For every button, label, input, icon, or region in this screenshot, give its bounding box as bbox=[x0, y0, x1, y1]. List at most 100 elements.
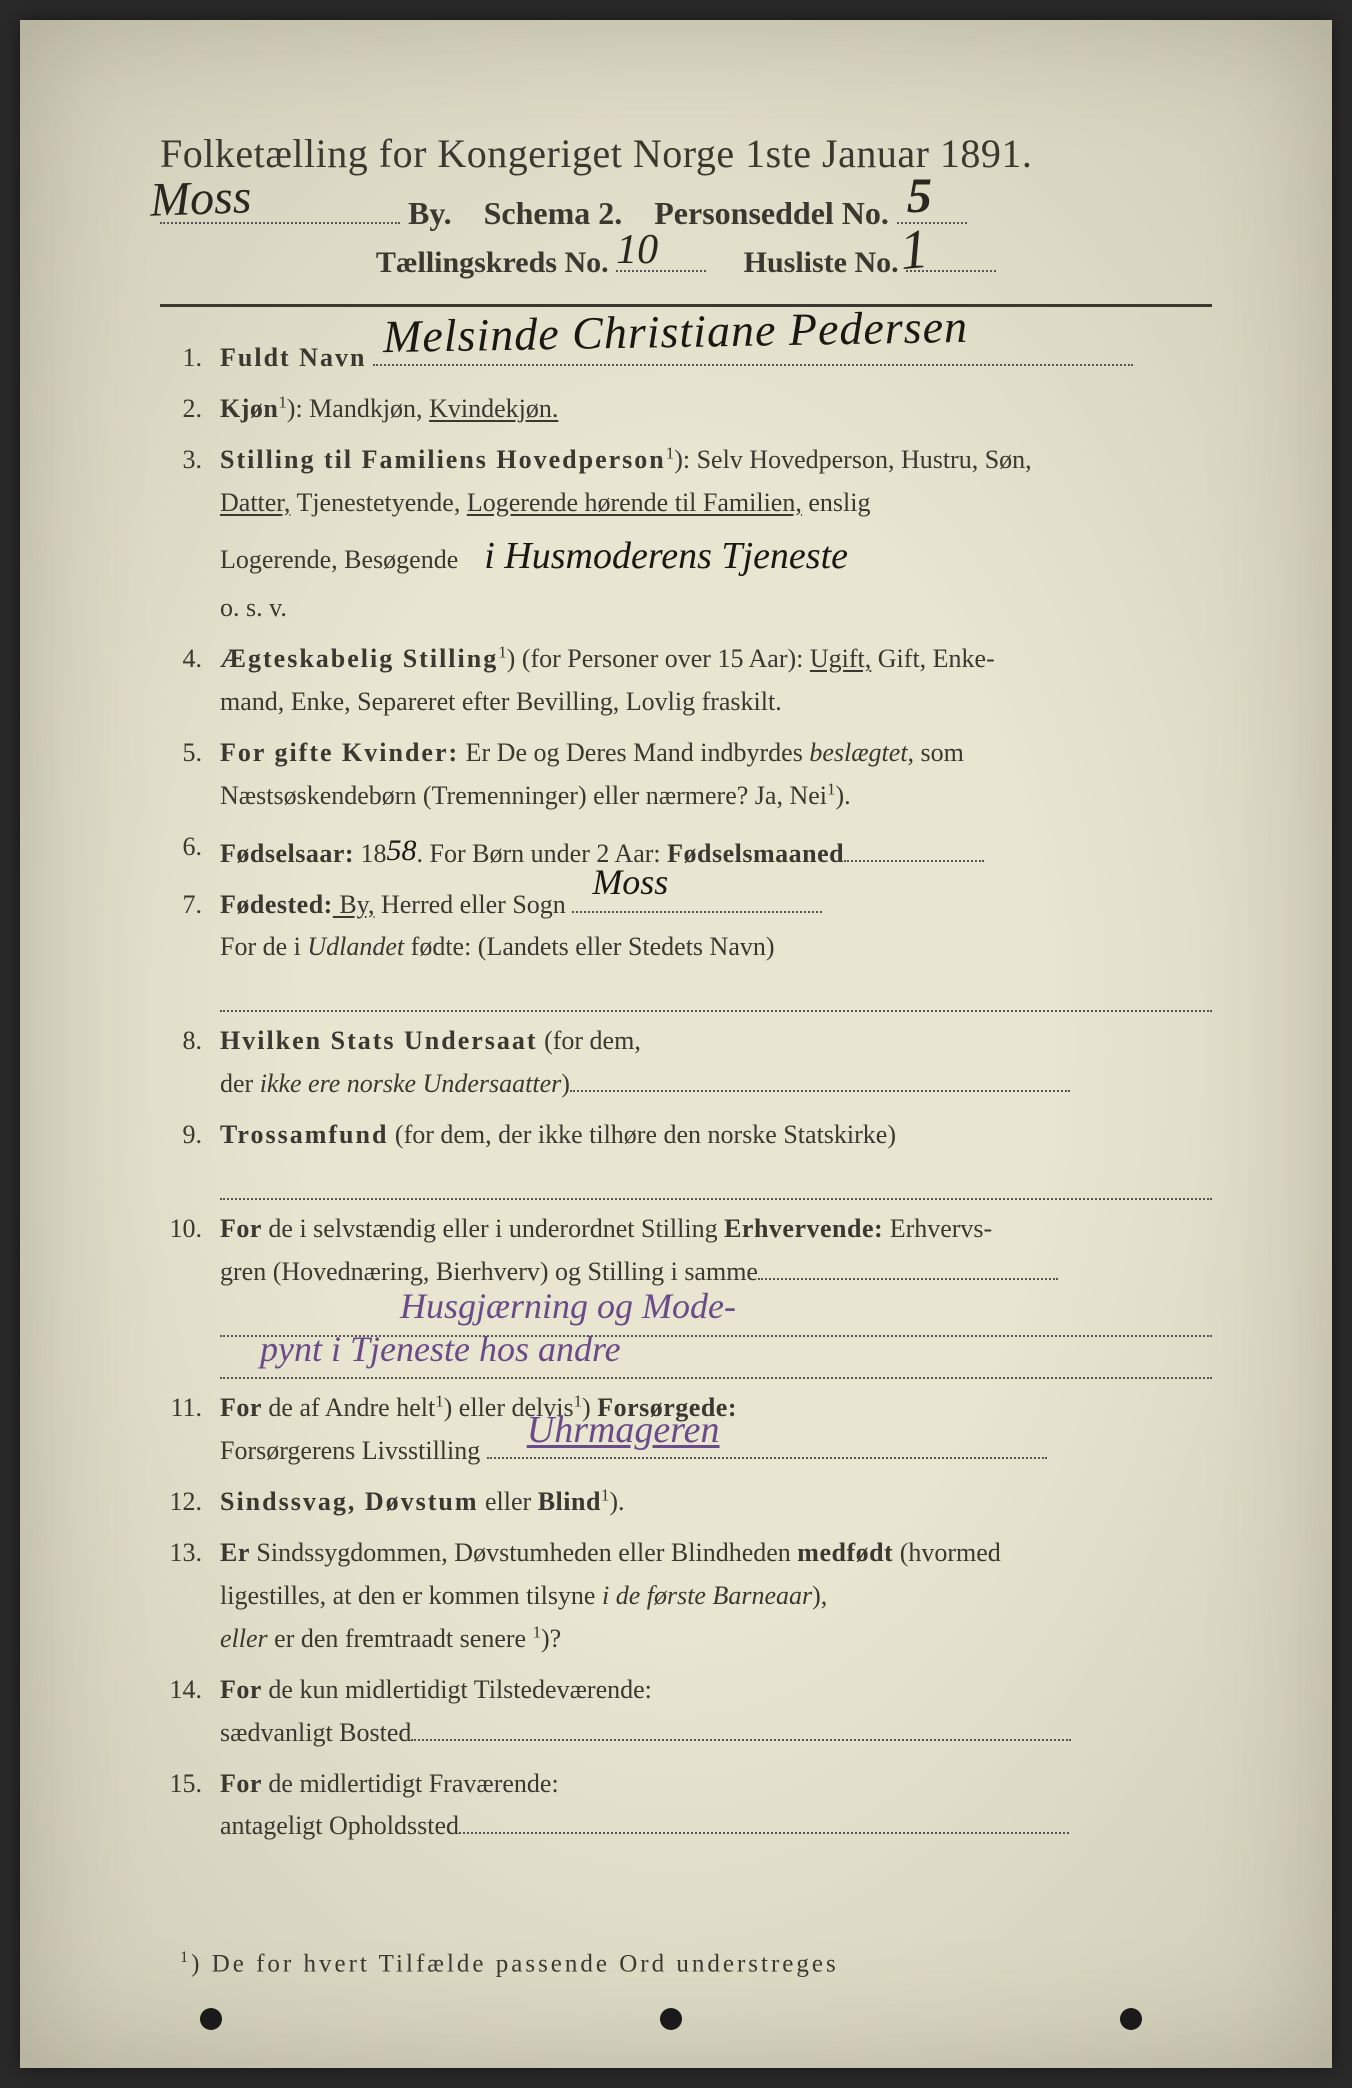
item-num: 6. bbox=[160, 826, 220, 876]
form-title: Folketælling for Kongeriget Norge 1ste J… bbox=[160, 130, 1212, 177]
text: o. s. v. bbox=[220, 593, 287, 622]
item-1: 1. Fuldt Navn Melsinde Christiane Peders… bbox=[160, 337, 1212, 380]
schema-label: Schema 2. bbox=[484, 195, 623, 232]
sup: 1 bbox=[180, 1948, 191, 1966]
text: fødte: (Landets eller Stedets Navn) bbox=[404, 932, 774, 961]
person-no-handwritten: 5 bbox=[907, 166, 932, 224]
field-label: For gifte Kvinder: bbox=[220, 738, 459, 767]
sup: 1 bbox=[666, 443, 674, 462]
item-num: 9. bbox=[160, 1114, 220, 1200]
item-7: 7. Fødested: By, Herred eller Sogn Moss … bbox=[160, 884, 1212, 1013]
city-handwritten: Moss bbox=[149, 169, 252, 228]
sup: 1 bbox=[498, 642, 506, 661]
text: ): Mandkjøn, bbox=[287, 394, 429, 423]
text: Er De og Deres Mand indbyrdes bbox=[459, 738, 809, 767]
text: Erhvervs- bbox=[883, 1214, 992, 1243]
text: eller bbox=[479, 1487, 538, 1516]
field-label: medfødt bbox=[797, 1538, 893, 1567]
text: mand, Enke, Separeret efter Bevilling, L… bbox=[220, 687, 782, 716]
field-label: For bbox=[220, 1675, 262, 1704]
item-12: 12. Sindssvag, Døvstum eller Blind1). bbox=[160, 1481, 1212, 1524]
punch-hole bbox=[660, 2008, 682, 2030]
text: ) (for Personer over 15 Aar): bbox=[507, 644, 810, 673]
field-label: Blind bbox=[538, 1487, 601, 1516]
text: ligestilles, at den er kommen tilsyne bbox=[220, 1581, 602, 1610]
item-4: 4. Ægteskabelig Stilling1) (for Personer… bbox=[160, 638, 1212, 724]
provider-handwritten: Uhrmageren bbox=[527, 1399, 720, 1462]
italic-text: ikke ere norske Undersaatter bbox=[260, 1069, 562, 1098]
item-13: 13. Er Sindssygdommen, Døvstumheden elle… bbox=[160, 1532, 1212, 1661]
text: (for dem, der ikke tilhøre den norske St… bbox=[388, 1120, 896, 1149]
field-label: Hvilken Stats Undersaat bbox=[220, 1026, 538, 1055]
text: )? bbox=[541, 1624, 561, 1653]
item-10: 10. For de i selvstændig eller i underor… bbox=[160, 1208, 1212, 1380]
item-3: 3. Stilling til Familiens Hovedperson1):… bbox=[160, 439, 1212, 630]
by-label: By. bbox=[408, 195, 452, 232]
field-label: Fødselsaar: bbox=[220, 839, 354, 868]
text: Forsørgerens Livsstilling bbox=[220, 1436, 480, 1465]
birthplace-handwritten: Moss bbox=[592, 853, 668, 912]
text: Sindssygdommen, Døvstumheden eller Blind… bbox=[250, 1538, 797, 1567]
text: (for dem, bbox=[538, 1026, 641, 1055]
text: 18 bbox=[354, 839, 387, 868]
birth-year-handwritten: 58 bbox=[387, 834, 417, 867]
text: sædvanligt Bosted bbox=[220, 1718, 411, 1747]
field-label: Fødselsmaaned bbox=[667, 839, 844, 868]
field-label: Er bbox=[220, 1538, 250, 1567]
selected-option: Logerende hørende til Familien, bbox=[467, 488, 802, 517]
item-num: 2. bbox=[160, 388, 220, 431]
field-label: Ægteskabelig Stilling bbox=[220, 644, 498, 673]
field-label: For bbox=[220, 1769, 262, 1798]
field-label: Fuldt Navn bbox=[220, 343, 366, 372]
text: Gift, Enke- bbox=[871, 644, 994, 673]
item-num: 15. bbox=[160, 1763, 220, 1849]
text: antageligt Opholdssted bbox=[220, 1811, 459, 1840]
text: der bbox=[220, 1069, 260, 1098]
text: ), bbox=[812, 1581, 827, 1610]
text: Logerende, Besøgende bbox=[220, 545, 458, 574]
field-label: Stilling til Familiens Hovedperson bbox=[220, 445, 666, 474]
item-num: 13. bbox=[160, 1532, 220, 1661]
item-num: 10. bbox=[160, 1208, 220, 1380]
item-9: 9. Trossamfund (for dem, der ikke tilhør… bbox=[160, 1114, 1212, 1200]
full-name-handwritten: Melsinde Christiane Pedersen bbox=[382, 289, 968, 375]
item-5: 5. For gifte Kvinder: Er De og Deres Man… bbox=[160, 732, 1212, 818]
field-label: Fødested: bbox=[220, 890, 333, 919]
text: er den fremtraadt senere bbox=[268, 1624, 533, 1653]
item-num: 7. bbox=[160, 884, 220, 1013]
husliste-no-handwritten: 1 bbox=[897, 217, 930, 283]
punch-hole bbox=[200, 2008, 222, 2030]
field-label: Trossamfund bbox=[220, 1120, 388, 1149]
kreds-label: Tællingskreds No. bbox=[376, 246, 609, 279]
item-num: 8. bbox=[160, 1020, 220, 1106]
selected-option: Kvindekjøn. bbox=[429, 394, 558, 423]
form-items: 1. Fuldt Navn Melsinde Christiane Peders… bbox=[160, 337, 1212, 1848]
item-14: 14. For de kun midlertidigt Tilstedevære… bbox=[160, 1669, 1212, 1755]
item-6: 6. Fødselsaar: 1858. For Børn under 2 Aa… bbox=[160, 826, 1212, 876]
item-num: 1. bbox=[160, 337, 220, 380]
header-line-2: Moss By. Schema 2. Personseddel No. 5 bbox=[160, 195, 1212, 232]
selected-option: By, bbox=[333, 890, 375, 919]
item-11: 11. For de af Andre helt1) eller delvis1… bbox=[160, 1387, 1212, 1473]
text: ). bbox=[835, 781, 850, 810]
field-label: Kjøn bbox=[220, 394, 278, 423]
selected-option: Ugift, bbox=[810, 644, 871, 673]
item-num: 12. bbox=[160, 1481, 220, 1524]
italic-text: Udlandet bbox=[307, 932, 404, 961]
kreds-no-handwritten: 10 bbox=[616, 226, 658, 274]
item-2: 2. Kjøn1): Mandkjøn, Kvindekjøn. bbox=[160, 388, 1212, 431]
field-label: Sindssvag, Døvstum bbox=[220, 1487, 479, 1516]
item-num: 3. bbox=[160, 439, 220, 630]
item-num: 4. bbox=[160, 638, 220, 724]
item-15: 15. For de midlertidigt Fraværende: anta… bbox=[160, 1763, 1212, 1849]
punch-hole bbox=[1120, 2008, 1142, 2030]
sup: 1 bbox=[278, 392, 286, 411]
text: som bbox=[914, 738, 964, 767]
footnote-text: ) De for hvert Tilfælde passende Ord und… bbox=[191, 1950, 839, 1977]
item-num: 5. bbox=[160, 732, 220, 818]
census-form-page: Folketælling for Kongeriget Norge 1ste J… bbox=[20, 20, 1332, 2068]
text: de kun midlertidigt Tilstedeværende: bbox=[262, 1675, 652, 1704]
handwritten-note: i Husmoderens Tjeneste bbox=[484, 535, 848, 577]
text: enslig bbox=[802, 488, 871, 517]
item-num: 14. bbox=[160, 1669, 220, 1755]
